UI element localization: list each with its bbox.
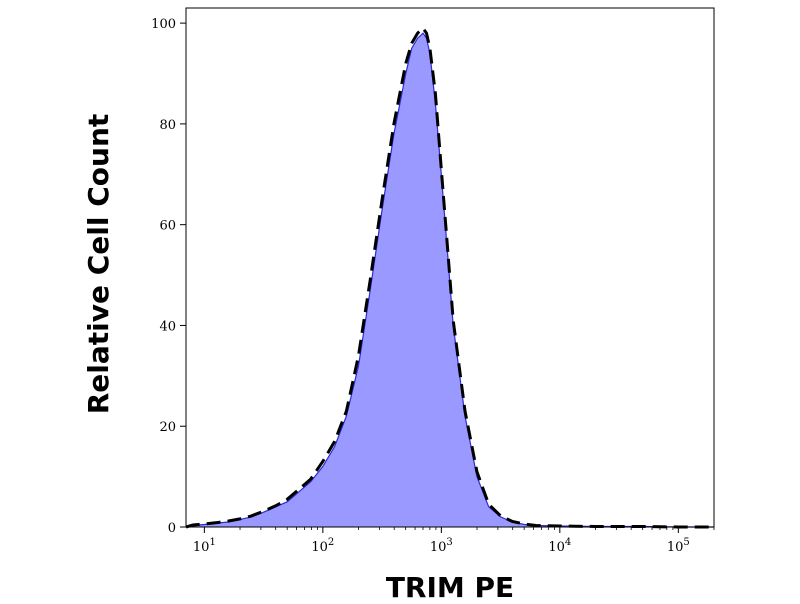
y-tick-label-5: 100	[151, 17, 176, 32]
plot-frame	[185, 7, 715, 528]
x-tick-exponent-0: 1	[209, 537, 215, 548]
x-tick-exponent-1: 2	[328, 537, 334, 548]
y-tick-label-3: 60	[159, 219, 176, 234]
x-tick-label-0: 101	[193, 537, 216, 555]
y-tick-label-1: 20	[159, 420, 176, 435]
tick-layer: 0 20 40 60 80 100 101 102 103 104 105	[151, 17, 715, 555]
x-axis-label: TRIM PE	[386, 571, 514, 600]
y-tick-label-2: 40	[159, 319, 176, 334]
series-1-line	[185, 25, 714, 529]
x-tick-label-1: 102	[311, 537, 334, 555]
x-tick-exponent-4: 5	[683, 537, 689, 548]
x-tick-label-3: 104	[548, 537, 571, 555]
axis-layer	[185, 7, 715, 528]
x-tick-exponent-3: 4	[565, 537, 571, 548]
x-tick-label-2: 103	[430, 537, 453, 555]
y-tick-label-0: 0	[168, 521, 176, 536]
y-tick-label-4: 80	[159, 118, 176, 133]
y-axis-label: Relative Cell Count	[82, 114, 115, 415]
series-layer	[185, 25, 714, 529]
x-tick-exponent-2: 3	[446, 537, 452, 548]
series-0-area	[186, 33, 714, 527]
x-tick-label-4: 105	[667, 537, 690, 555]
